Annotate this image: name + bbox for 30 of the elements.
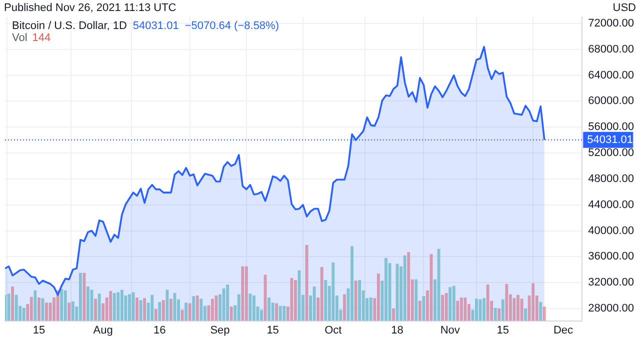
- y-tick-label: 36000.00: [588, 250, 634, 263]
- y-tick-label: 52000.00: [588, 147, 634, 160]
- annotation: 144: [32, 32, 51, 44]
- y-tick-label: 40000.00: [588, 224, 634, 237]
- y-tick-label: 48000.00: [588, 172, 634, 185]
- y-tick-label: 72000.00: [588, 18, 634, 30]
- x-tick-label: Nov: [440, 324, 460, 336]
- y-tick-label: 28000.00: [588, 302, 634, 315]
- x-tick-label: 18: [391, 324, 404, 336]
- x-tick-label: 16: [154, 324, 166, 336]
- y-tick-label: 32000.00: [588, 276, 634, 289]
- x-tick-label: Sep: [210, 324, 230, 336]
- text: Published Nov 26, 2021 11:13 UTC: [4, 2, 176, 14]
- text: USD: [612, 2, 636, 14]
- y-tick-label: 56000.00: [588, 121, 634, 134]
- annotation: Vol: [12, 32, 28, 44]
- x-tick-label: Aug: [93, 324, 113, 336]
- y-tick-label: 60000.00: [588, 95, 634, 108]
- annotation: −5070.64 (−8.58%): [184, 20, 279, 32]
- annotation: 54031.01: [132, 20, 179, 32]
- annotation: Bitcoin / U.S. Dollar, 1D: [12, 20, 127, 32]
- x-tick-label: 15: [496, 324, 510, 336]
- x-tick-label: 15: [266, 324, 279, 336]
- ref-line-label: 54031.01: [587, 134, 634, 146]
- x-tick-label: 15: [32, 324, 46, 336]
- x-tick-label: Oct: [324, 324, 342, 336]
- y-tick-label: 44000.00: [588, 198, 634, 211]
- y-tick-label: 64000.00: [588, 69, 634, 82]
- x-tick-label: Dec: [553, 324, 574, 336]
- y-tick-label: 68000.00: [588, 43, 634, 56]
